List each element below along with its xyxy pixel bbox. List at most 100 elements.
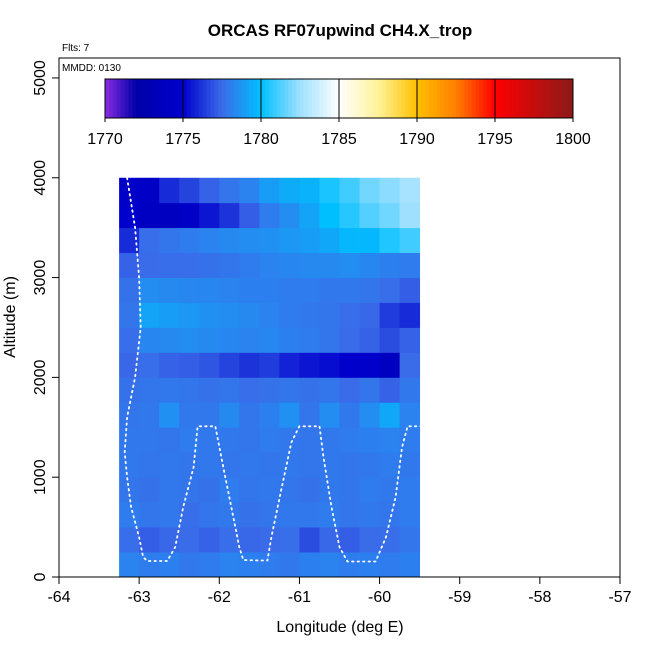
- colorbar-swatch: [175, 79, 180, 118]
- colorbar-swatch: [128, 79, 133, 118]
- heatmap-cell: [379, 552, 401, 578]
- heatmap-cell: [319, 402, 340, 428]
- heatmap-cell: [259, 502, 280, 528]
- x-tick-label: -63: [128, 589, 151, 606]
- colorbar: [104, 78, 574, 119]
- colorbar-swatch: [108, 79, 114, 118]
- colorbar-swatch: [140, 79, 145, 118]
- heatmap-cell: [379, 177, 401, 204]
- heatmap-cell: [139, 477, 160, 503]
- heatmap-cell: [179, 477, 200, 503]
- heatmap-cell: [139, 377, 160, 403]
- heatmap-cell: [199, 302, 220, 328]
- heatmap-cell: [239, 527, 260, 553]
- colorbar-swatch: [112, 79, 118, 118]
- colorbar-swatch: [292, 79, 297, 118]
- colorbar-swatch: [194, 79, 200, 118]
- colorbar-swatch: [206, 79, 211, 118]
- colorbar-swatch: [116, 79, 122, 118]
- colorbar-swatch: [409, 79, 414, 118]
- heatmap-cell: [279, 377, 300, 403]
- heatmap-cell: [359, 527, 380, 553]
- heatmap-cell: [299, 552, 320, 578]
- colorbar-swatch: [530, 79, 535, 118]
- colorbar-swatch: [339, 79, 344, 118]
- heatmap-cell: [159, 402, 180, 428]
- y-axis-label: Altitude (m): [2, 276, 19, 358]
- heatmap-cell: [239, 477, 260, 503]
- heatmap-cell: [119, 452, 140, 478]
- heatmap-cell: [379, 452, 401, 478]
- y-tick-label: 4000: [32, 160, 49, 196]
- heatmap-cell: [339, 202, 360, 229]
- heatmap-cell: [359, 377, 380, 403]
- heatmap-cell: [339, 527, 360, 553]
- heatmap-cell: [359, 552, 380, 578]
- colorbar-swatch: [335, 79, 340, 118]
- colorbar-swatch: [428, 79, 434, 118]
- heatmap-cell: [299, 352, 320, 378]
- heatmap-cell: [319, 452, 340, 478]
- colorbar-swatch: [257, 79, 262, 118]
- colorbar-swatch: [268, 79, 274, 118]
- heatmap-cell: [299, 227, 320, 254]
- heatmap-cell: [159, 177, 180, 204]
- colorbar-swatch: [463, 79, 469, 118]
- heatmap-cell: [119, 427, 140, 453]
- colorbar-swatch: [448, 79, 453, 118]
- heatmap-cell: [119, 302, 140, 328]
- heatmap-cell: [199, 252, 220, 278]
- heatmap-cell: [239, 452, 260, 478]
- heatmap-cell: [119, 202, 140, 229]
- colorbar-swatch: [514, 79, 519, 118]
- heatmap-cell: [199, 402, 220, 428]
- heatmap-cell: [339, 477, 360, 503]
- colorbar-swatch: [253, 79, 258, 118]
- colorbar-swatch: [389, 79, 395, 118]
- colorbar-swatch: [136, 79, 141, 118]
- colorbar-swatch: [319, 79, 324, 118]
- colorbar-swatch: [354, 79, 359, 118]
- colorbar-swatch: [229, 79, 235, 118]
- heatmap-cell: [279, 527, 300, 553]
- colorbar-tick-label: 1770: [87, 131, 123, 148]
- colorbar-swatch: [300, 79, 305, 118]
- heatmap-cell: [399, 377, 421, 403]
- colorbar-swatch: [537, 79, 543, 118]
- heatmap-cell: [279, 402, 300, 428]
- colorbar-swatch: [288, 79, 293, 118]
- heatmap-cell: [399, 427, 421, 453]
- colorbar-swatch: [276, 79, 281, 118]
- colorbar-swatch: [214, 79, 219, 118]
- colorbar-swatch: [545, 79, 551, 118]
- colorbar-swatch: [296, 79, 301, 118]
- heatmap-cell: [319, 527, 340, 553]
- heatmap-cell: [219, 277, 240, 303]
- heatmap-cell: [139, 252, 160, 278]
- heatmap-cell: [399, 177, 421, 204]
- heatmap-cell: [199, 202, 220, 229]
- colorbar-swatch: [350, 79, 356, 118]
- heatmap-cell: [159, 302, 180, 328]
- heatmap-cell: [199, 477, 220, 503]
- colorbar-swatch: [307, 79, 313, 118]
- heatmap-cell: [199, 227, 220, 254]
- heatmap-cell: [339, 427, 360, 453]
- heatmap-cell: [299, 402, 320, 428]
- heatmap-cell: [379, 302, 401, 328]
- heatmap-cell: [239, 502, 260, 528]
- heatmap-cell: [159, 252, 180, 278]
- heatmap-cell: [239, 202, 260, 229]
- heatmap-cell: [179, 202, 200, 229]
- heatmap-cell: [159, 527, 180, 553]
- heatmap-cell: [119, 377, 140, 403]
- heatmap-cell: [159, 202, 180, 229]
- heatmap-cell: [279, 302, 300, 328]
- heatmap-cell: [399, 552, 421, 578]
- heatmap-cell: [359, 227, 380, 254]
- colorbar-swatch: [534, 79, 539, 118]
- heatmap-cell: [359, 352, 380, 378]
- heatmap-cell: [399, 277, 421, 303]
- colorbar-swatch: [405, 79, 410, 118]
